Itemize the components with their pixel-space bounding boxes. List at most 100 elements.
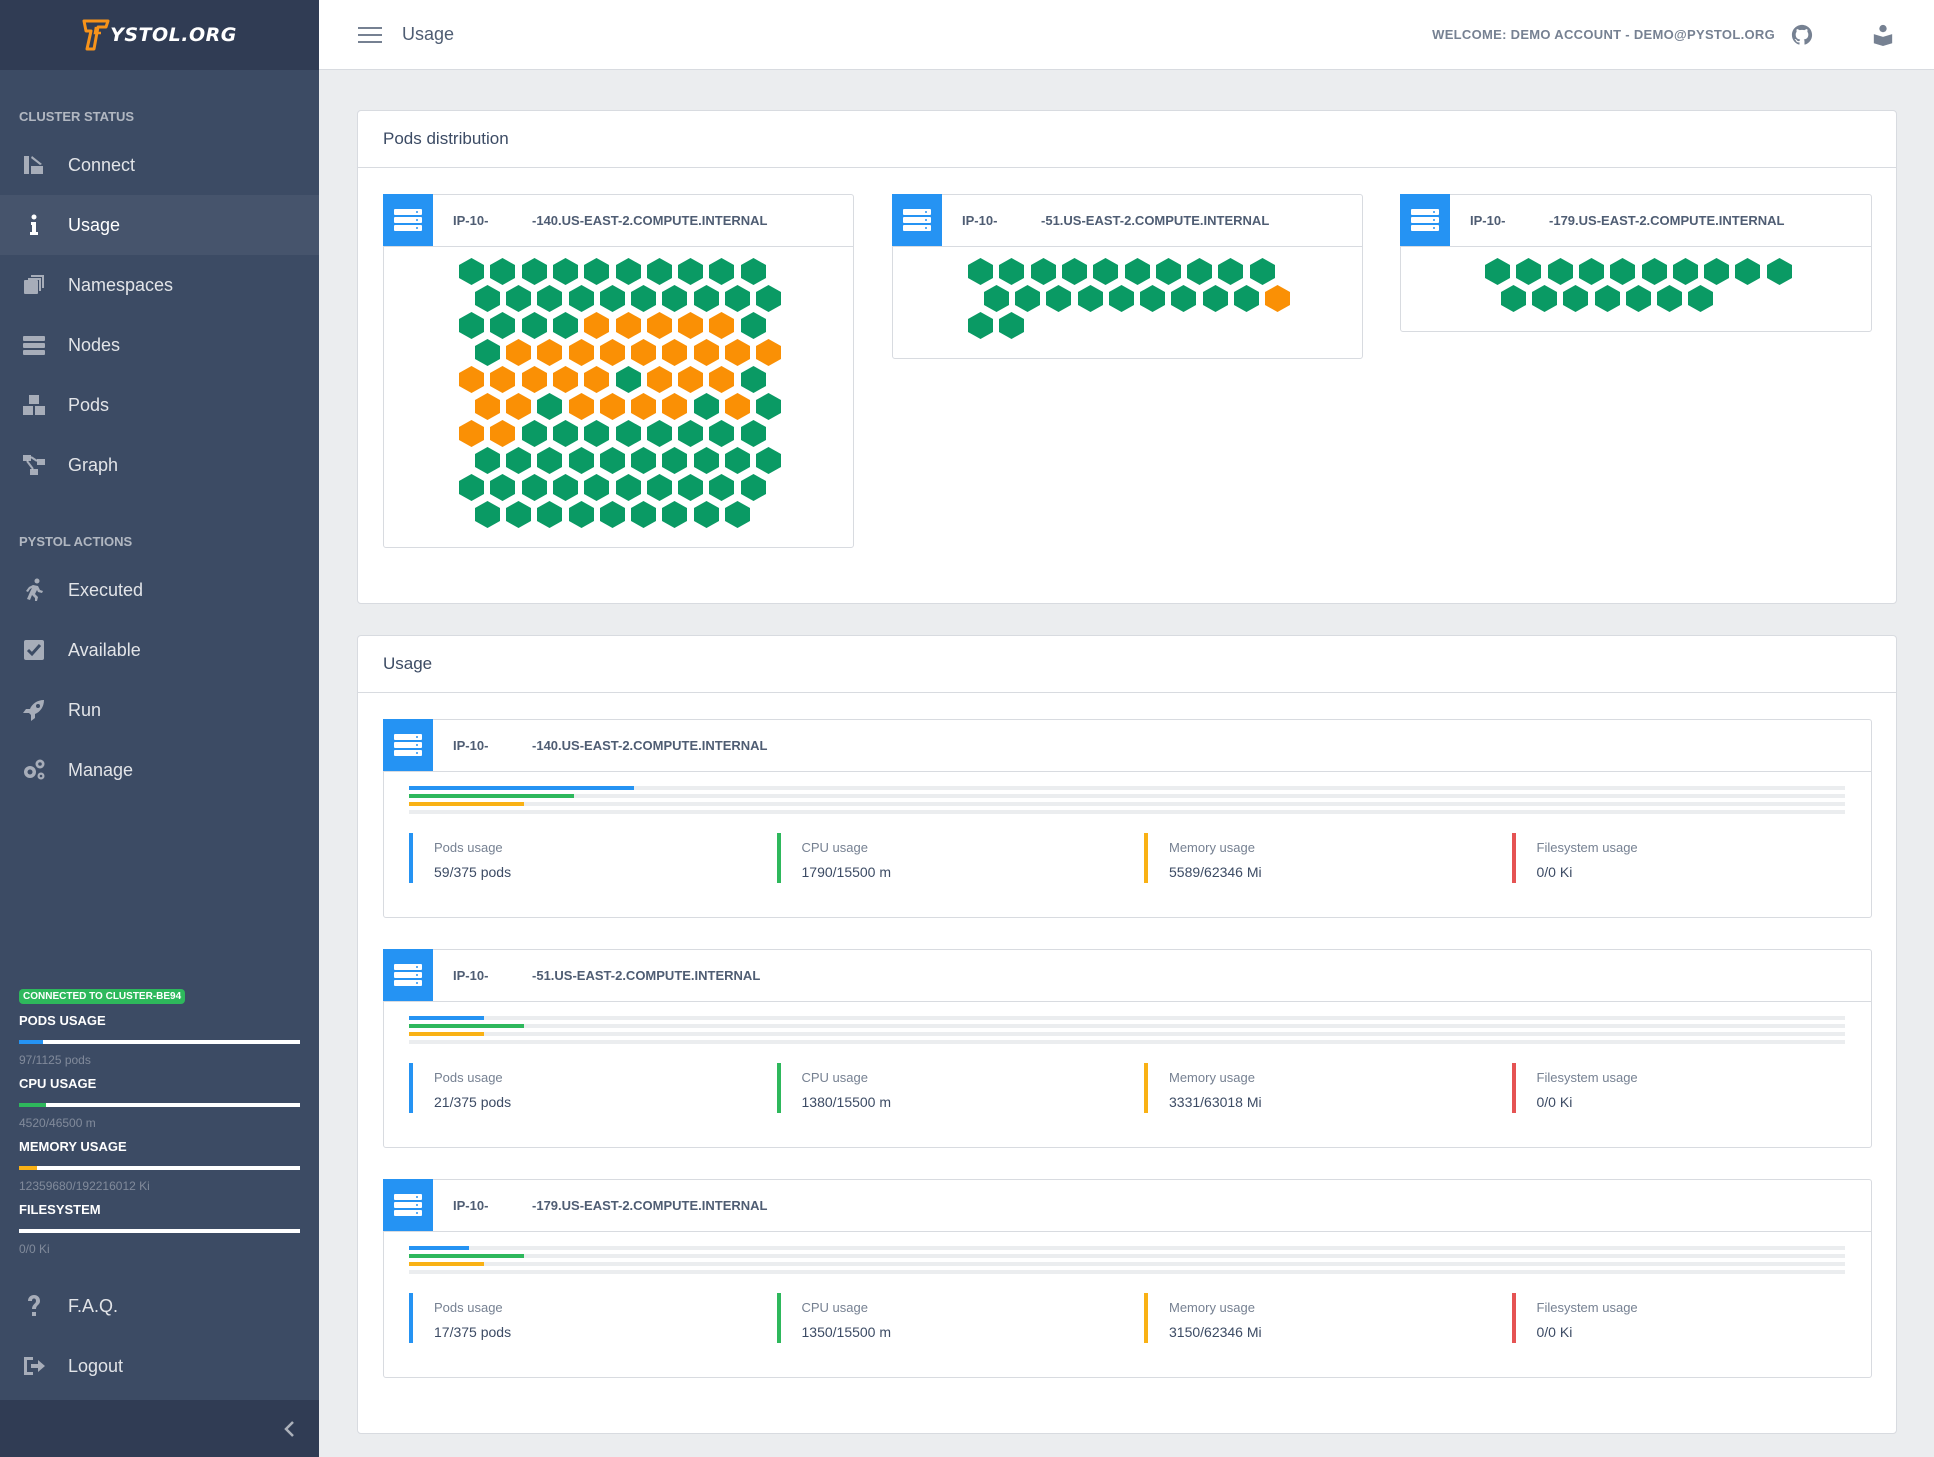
pod-hexagon[interactable]	[457, 419, 486, 448]
pod-hexagon[interactable]	[1686, 284, 1715, 313]
pod-hexagon[interactable]	[660, 446, 689, 475]
pod-hexagon[interactable]	[692, 338, 721, 367]
pod-hexagon[interactable]	[1029, 257, 1058, 286]
pod-hexagon[interactable]	[1483, 257, 1512, 286]
pod-hexagon[interactable]	[1733, 257, 1762, 286]
sidebar-item-logout[interactable]: Logout	[0, 1336, 319, 1396]
pod-hexagon[interactable]	[567, 392, 596, 421]
pod-hexagon[interactable]	[582, 473, 611, 502]
pod-hexagon[interactable]	[660, 500, 689, 529]
pod-hexagon[interactable]	[1091, 257, 1120, 286]
pod-hexagon[interactable]	[997, 257, 1026, 286]
pod-hexagon[interactable]	[1123, 257, 1152, 286]
pod-hexagon[interactable]	[1216, 257, 1245, 286]
pod-hexagon[interactable]	[473, 338, 502, 367]
pod-hexagon[interactable]	[457, 365, 486, 394]
pod-hexagon[interactable]	[1546, 257, 1575, 286]
pod-hexagon[interactable]	[723, 500, 752, 529]
pod-hexagon[interactable]	[520, 257, 549, 286]
pod-hexagon[interactable]	[1044, 284, 1073, 313]
pod-hexagon[interactable]	[1593, 284, 1622, 313]
pod-hexagon[interactable]	[723, 446, 752, 475]
pod-hexagon[interactable]	[504, 338, 533, 367]
pod-hexagon[interactable]	[551, 419, 580, 448]
pod-hexagon[interactable]	[739, 419, 768, 448]
pod-hexagon[interactable]	[1076, 284, 1105, 313]
pod-hexagon[interactable]	[567, 284, 596, 313]
pod-hexagon[interactable]	[723, 338, 752, 367]
pod-hexagon[interactable]	[660, 284, 689, 313]
pod-hexagon[interactable]	[535, 392, 564, 421]
pod-hexagon[interactable]	[598, 284, 627, 313]
pod-hexagon[interactable]	[1013, 284, 1042, 313]
pod-hexagon[interactable]	[723, 392, 752, 421]
pod-hexagon[interactable]	[1263, 284, 1292, 313]
pod-hexagon[interactable]	[629, 500, 658, 529]
pod-hexagon[interactable]	[629, 284, 658, 313]
pod-hexagon[interactable]	[1514, 257, 1543, 286]
pod-hexagon[interactable]	[473, 392, 502, 421]
pod-hexagon[interactable]	[739, 311, 768, 340]
pod-hexagon[interactable]	[582, 365, 611, 394]
pod-hexagon[interactable]	[629, 446, 658, 475]
pod-hexagon[interactable]	[473, 446, 502, 475]
pod-hexagon[interactable]	[645, 311, 674, 340]
pod-hexagon[interactable]	[1561, 284, 1590, 313]
pod-hexagon[interactable]	[692, 500, 721, 529]
sidebar-item-nodes[interactable]: Nodes	[0, 315, 319, 375]
pod-hexagon[interactable]	[1107, 284, 1136, 313]
pod-hexagon[interactable]	[535, 446, 564, 475]
pod-hexagon[interactable]	[582, 257, 611, 286]
sidebar-item-pods[interactable]: Pods	[0, 375, 319, 435]
pod-hexagon[interactable]	[614, 257, 643, 286]
pod-hexagon[interactable]	[645, 257, 674, 286]
pod-hexagon[interactable]	[504, 500, 533, 529]
pod-hexagon[interactable]	[754, 338, 783, 367]
pod-hexagon[interactable]	[997, 311, 1026, 340]
pod-hexagon[interactable]	[676, 365, 705, 394]
pod-hexagon[interactable]	[1169, 284, 1198, 313]
pod-hexagon[interactable]	[660, 338, 689, 367]
pod-hexagon[interactable]	[1185, 257, 1214, 286]
pod-hexagon[interactable]	[598, 500, 627, 529]
sidebar-item-graph[interactable]: Graph	[0, 435, 319, 495]
pod-hexagon[interactable]	[754, 284, 783, 313]
sidebar-item-available[interactable]: Available	[0, 620, 319, 680]
pod-hexagon[interactable]	[567, 338, 596, 367]
pod-hexagon[interactable]	[598, 446, 627, 475]
pod-hexagon[interactable]	[692, 392, 721, 421]
pod-hexagon[interactable]	[535, 500, 564, 529]
pod-hexagon[interactable]	[488, 257, 517, 286]
pod-hexagon[interactable]	[1138, 284, 1167, 313]
pod-hexagon[interactable]	[754, 446, 783, 475]
pod-hexagon[interactable]	[629, 338, 658, 367]
logo[interactable]: YSTOL.ORG	[82, 18, 237, 52]
sidebar-item-run[interactable]: Run	[0, 680, 319, 740]
sidebar-item-manage[interactable]: Manage	[0, 740, 319, 800]
pod-hexagon[interactable]	[754, 392, 783, 421]
pod-hexagon[interactable]	[1201, 284, 1230, 313]
pod-hexagon[interactable]	[535, 338, 564, 367]
pod-hexagon[interactable]	[723, 284, 752, 313]
pod-hexagon[interactable]	[707, 257, 736, 286]
pod-hexagon[interactable]	[1608, 257, 1637, 286]
pod-hexagon[interactable]	[598, 392, 627, 421]
pod-hexagon[interactable]	[582, 311, 611, 340]
pod-hexagon[interactable]	[739, 365, 768, 394]
pod-hexagon[interactable]	[488, 311, 517, 340]
pod-hexagon[interactable]	[504, 446, 533, 475]
sidebar-minimize-button[interactable]	[0, 1400, 319, 1457]
pod-hexagon[interactable]	[629, 392, 658, 421]
pod-hexagon[interactable]	[739, 257, 768, 286]
pod-hexagon[interactable]	[739, 473, 768, 502]
pod-hexagon[interactable]	[598, 338, 627, 367]
pod-hexagon[interactable]	[614, 311, 643, 340]
pod-hexagon[interactable]	[488, 365, 517, 394]
pod-hexagon[interactable]	[457, 257, 486, 286]
pod-hexagon[interactable]	[1499, 284, 1528, 313]
sidebar-item-namespaces[interactable]: Namespaces	[0, 255, 319, 315]
pod-hexagon[interactable]	[676, 473, 705, 502]
user-icon[interactable]	[1872, 24, 1894, 46]
pod-hexagon[interactable]	[473, 500, 502, 529]
pod-hexagon[interactable]	[707, 473, 736, 502]
